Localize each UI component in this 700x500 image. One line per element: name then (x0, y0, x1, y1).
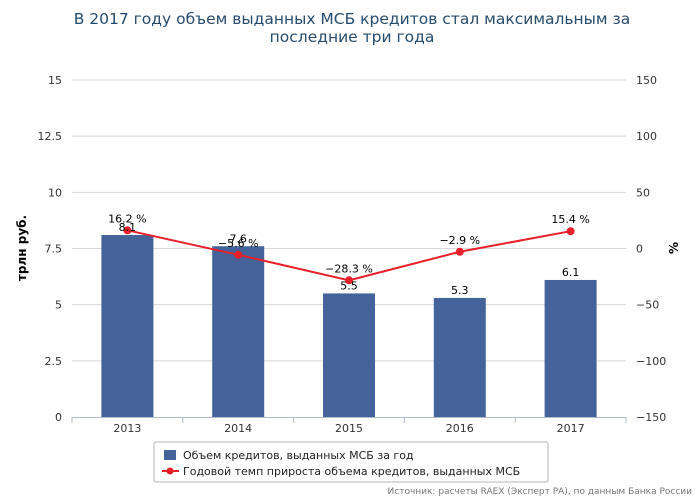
axes: 0 2.5 5 7.5 10 12.5 15 −150 −100 −50 0 50 100 150 2013… (38, 74, 667, 435)
bar (433, 297, 486, 417)
legend: Объем кредитов, выданных МСБ за год Годо… (153, 441, 549, 483)
y2-tick-label: 150 (636, 74, 657, 87)
y-axis-label: трлн руб. (15, 215, 29, 281)
growth-value-label: −2.9 % (439, 234, 480, 247)
x-tick-label: 2014 (224, 422, 252, 435)
bar-value-label: 8.1 (119, 221, 137, 234)
x-tick-label: 2015 (335, 422, 363, 435)
bar (323, 293, 375, 417)
source-note: Источник: расчеты RAEX (Эксперт РА), по … (388, 487, 693, 497)
y2-axis-label: % (667, 242, 681, 254)
y2-tick-label: −150 (636, 411, 666, 424)
y-tick-label: 5 (55, 299, 62, 312)
y-tick-label: 7.5 (45, 243, 63, 256)
growth-value-label: −5.6 % (218, 237, 259, 250)
x-tick-label: 2016 (446, 422, 474, 435)
bar-value-label: 7.6 (229, 232, 247, 245)
x-tick-label: 2017 (557, 422, 585, 435)
line-series (123, 226, 575, 285)
x-tick-label: 2013 (113, 422, 141, 435)
chart-title-line: последние три года (270, 28, 435, 46)
y2-tick-label: −50 (636, 299, 659, 312)
y2-tick-label: 0 (636, 243, 643, 256)
growth-point (566, 227, 575, 236)
bar-value-label: 5.5 (340, 279, 358, 292)
bar (212, 246, 265, 417)
y-tick-label: 15 (48, 74, 62, 87)
growth-point (123, 226, 132, 235)
legend-line-marker (166, 467, 174, 475)
growth-point (345, 276, 353, 285)
legend-entry-line: Годовой темп прироста объема кредитов, в… (183, 465, 520, 478)
y2-tick-label: 100 (636, 130, 657, 143)
data-labels: 8.1 7.6 5.5 5.3 6.1 16.2 % −5.6 % −28.3 % −2.9 %… (108, 212, 590, 297)
growth-value-label: −28.3 % (325, 262, 373, 275)
chart-title-line: В 2017 году объем выданных МСБ кредитов … (74, 10, 631, 28)
bar-value-label: 6.1 (562, 266, 580, 279)
bar (101, 235, 154, 417)
growth-point (455, 247, 464, 256)
legend-entry-bars: Объем кредитов, выданных МСБ за год (183, 449, 414, 462)
grid (72, 79, 626, 362)
y2-tick-label: 50 (636, 186, 650, 199)
bar-series (101, 235, 597, 417)
bar (544, 279, 597, 417)
growth-value-label: 15.4 % (551, 213, 589, 226)
y-tick-label: 0 (55, 411, 62, 424)
chart-title: В 2017 году объем выданных МСБ кредитов … (74, 10, 631, 46)
bar-value-label: 5.3 (451, 284, 469, 297)
growth-value-label: 16.2 % (108, 212, 146, 225)
legend-bar-swatch (164, 450, 176, 460)
growth-point (234, 250, 243, 259)
legend-frame (153, 441, 549, 483)
y2-tick-label: −100 (636, 355, 666, 368)
y-tick-label: 12.5 (38, 130, 63, 143)
y-tick-label: 10 (48, 186, 62, 199)
y-tick-label: 2.5 (45, 355, 63, 368)
